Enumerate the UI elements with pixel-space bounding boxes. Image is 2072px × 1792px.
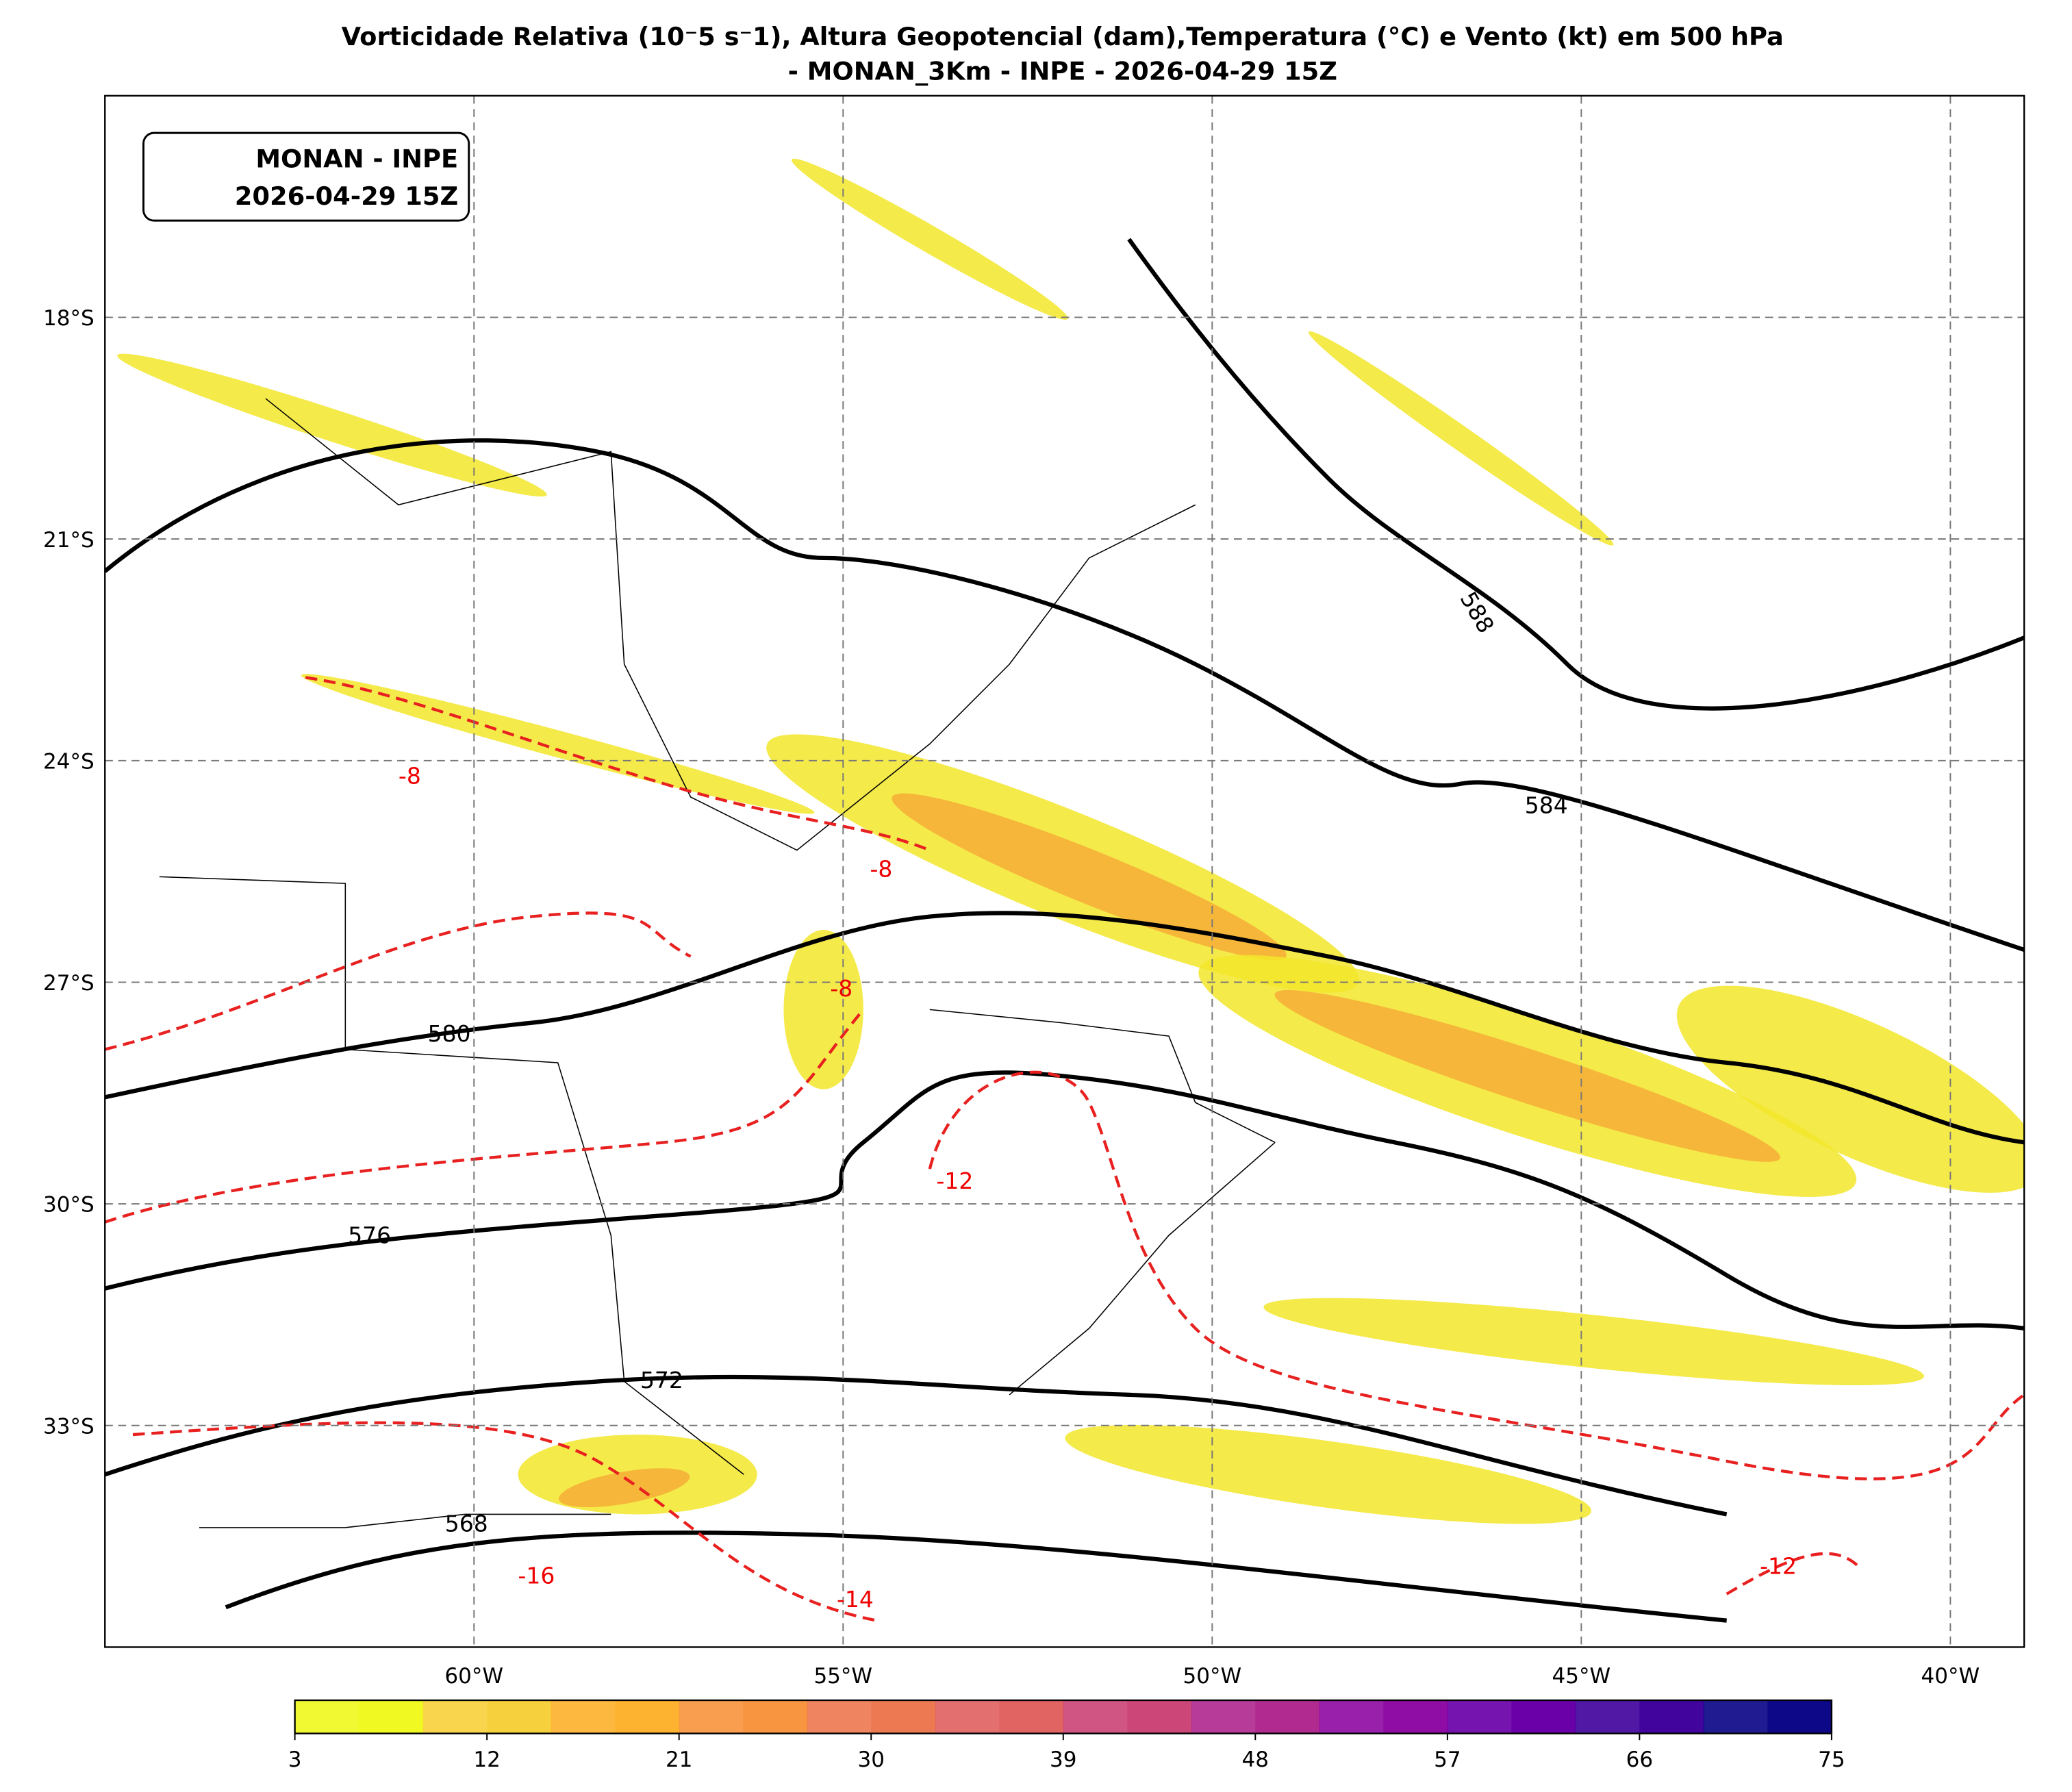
colorbar-cell	[1767, 1700, 1832, 1734]
colorbar-cell	[1191, 1700, 1256, 1734]
contour-label: 572	[640, 1367, 683, 1393]
lon-tick-label: 50°W	[1183, 1664, 1241, 1689]
title: Vorticidade Relativa (10⁻5 s⁻1), Altura …	[342, 22, 1784, 51]
colorbar-tick-label: 3	[288, 1747, 302, 1772]
lat-tick-label: 21°S	[43, 528, 94, 553]
lon-tick-label: 60°W	[444, 1664, 503, 1689]
info-line: 2026-04-29 15Z	[235, 181, 458, 211]
colorbar-cell	[1383, 1700, 1448, 1734]
colorbar-tick-label: 21	[666, 1747, 692, 1772]
contour-label: 576	[348, 1222, 391, 1249]
colorbar-tick-label: 66	[1626, 1747, 1653, 1772]
axis-labels: 60°W 55°W 50°W 45°W 40°W 18°S 21°S 24°S 27°S 30°S…	[43, 306, 1980, 1689]
contour-label: 584	[1525, 792, 1568, 818]
colorbar-cell	[294, 1700, 360, 1734]
lat-tick-label: 24°S	[43, 749, 94, 774]
subtitle: - MONAN_3Km - INPE - 2026-04-29 15Z	[788, 57, 1337, 86]
contour-label: 568	[445, 1511, 488, 1537]
colorbar-cell	[1639, 1700, 1704, 1734]
contour-label: 580	[428, 1020, 471, 1047]
colorbar-cell	[871, 1700, 936, 1734]
vorticity-streaks	[117, 158, 2025, 1524]
lat-tick-label: 18°S	[43, 306, 94, 331]
map-frame	[104, 94, 2025, 1648]
colorbar-tick-label: 39	[1050, 1747, 1076, 1772]
colorbar-cell	[1703, 1700, 1769, 1734]
height-contours	[105, 238, 2025, 1623]
colorbar-cell	[1575, 1700, 1641, 1734]
graticule	[105, 95, 2025, 1648]
temperature-label: -12	[1760, 1553, 1797, 1580]
colorbar-cell	[1447, 1700, 1513, 1734]
colorbar-cell	[807, 1700, 872, 1734]
colorbar-tick-label: 12	[473, 1747, 500, 1772]
lon-tick-label: 40°W	[1921, 1664, 1980, 1689]
temperature-label: -12	[937, 1168, 974, 1194]
colorbar-tick-label: 75	[1818, 1747, 1845, 1772]
temperature-label: -8	[399, 763, 421, 790]
temperature-contours	[105, 676, 2025, 1622]
info-line: MONAN - INPE	[255, 144, 458, 174]
temperature-label: -14	[837, 1586, 874, 1613]
colorbar-cell	[422, 1700, 488, 1734]
colorbar-cell	[487, 1700, 552, 1734]
lat-tick-label: 30°S	[43, 1193, 94, 1217]
map-area: 588 584 580 576 572 568 -8 -8 -8 -12 -16…	[105, 95, 2025, 1648]
colorbar-cell	[615, 1700, 680, 1734]
lat-tick-label: 33°S	[43, 1414, 94, 1439]
lat-tick-label: 27°S	[43, 971, 94, 996]
lon-tick-label: 45°W	[1552, 1664, 1611, 1689]
colorbar-cell	[359, 1700, 424, 1734]
temperature-label: -8	[830, 975, 852, 1002]
colorbar-cell	[1127, 1700, 1192, 1734]
colorbar-tick-label: 57	[1434, 1747, 1461, 1772]
colorbar: 3 12 21 30 39 48 57 66 75	[288, 1699, 1845, 1772]
info-box	[142, 131, 470, 222]
colorbar-cell	[551, 1700, 616, 1734]
lon-tick-label: 55°W	[813, 1664, 872, 1689]
colorbar-cell	[679, 1700, 744, 1734]
colorbar-cell	[1511, 1700, 1576, 1734]
colorbar-cell	[1319, 1700, 1385, 1734]
colorbar-cell	[1255, 1700, 1320, 1734]
temperature-label: -16	[518, 1562, 555, 1589]
colorbar-tick-label: 30	[857, 1747, 884, 1772]
colorbar-cell	[1063, 1700, 1128, 1734]
colorbar-cell	[743, 1700, 808, 1734]
colorbar-cell	[999, 1700, 1064, 1734]
colorbar-cell	[935, 1700, 1000, 1734]
temperature-label: -8	[870, 855, 893, 882]
colorbar-tick-label: 48	[1242, 1747, 1269, 1772]
